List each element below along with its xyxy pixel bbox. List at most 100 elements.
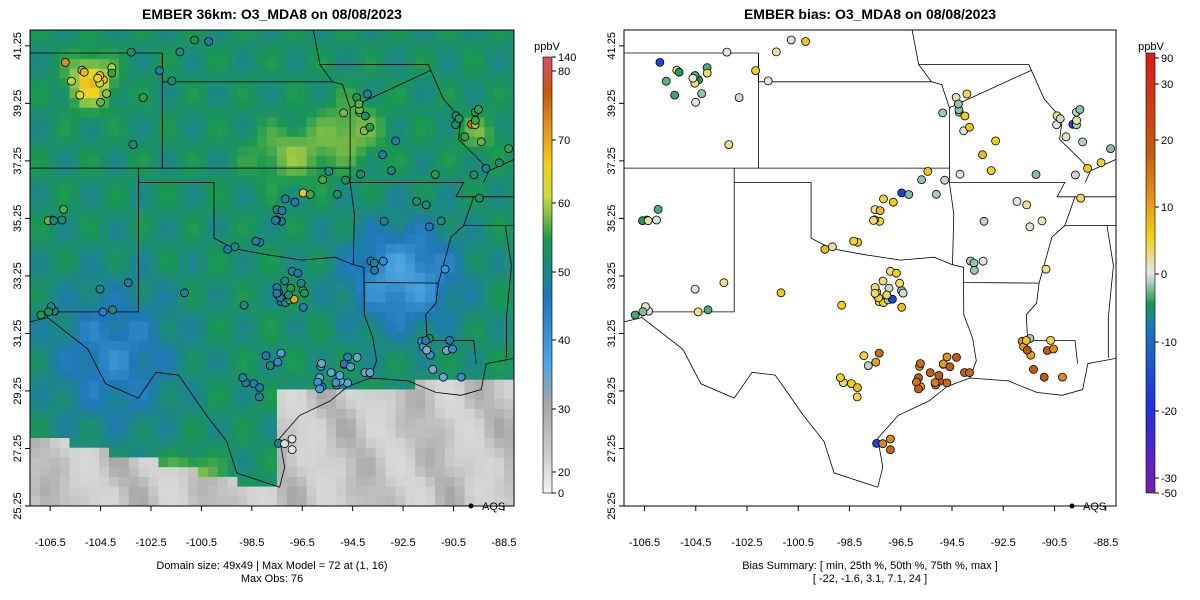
grid-cell: [168, 496, 179, 506]
grid-cell: [207, 476, 219, 487]
grid-cell: [267, 127, 278, 138]
grid-cell: [128, 59, 140, 70]
grid-cell: [375, 457, 386, 468]
grid-cell: [99, 224, 110, 235]
grid-cell: [158, 136, 169, 147]
grid-cell: [375, 389, 386, 400]
grid-cell: [69, 360, 80, 371]
grid-cell: [217, 98, 228, 109]
grid-cell: [128, 486, 140, 497]
grid-cell: [217, 302, 228, 313]
grid-cell: [276, 224, 288, 235]
bias-points: [630, 35, 1130, 455]
obs-point: [67, 76, 76, 86]
grid-cell: [286, 399, 298, 410]
grid-cell: [188, 59, 199, 70]
grid-cell: [434, 195, 446, 206]
grid-cell: [365, 379, 377, 390]
bias-point: [688, 73, 698, 83]
grid-cell: [99, 476, 110, 487]
grid-cell: [148, 253, 159, 264]
grid-cell: [118, 321, 130, 332]
grid-cell: [138, 49, 149, 60]
y-tick-label: 27.25: [12, 435, 24, 463]
grid-cell: [454, 166, 466, 177]
grid-cell: [79, 282, 90, 293]
obs-point: [280, 276, 290, 286]
obs-point: [378, 150, 388, 160]
grid-cell: [346, 166, 357, 177]
grid-cell: [128, 389, 140, 400]
grid-cell: [434, 292, 446, 303]
grid-cell: [415, 185, 426, 196]
grid-cell: [148, 88, 159, 99]
grid-cell: [484, 408, 495, 419]
state-boundary-line: [363, 282, 378, 379]
aqs-legend-label: AQS: [1083, 501, 1106, 513]
bias-point: [1041, 264, 1051, 274]
grid-cell: [267, 418, 278, 429]
grid-cell: [227, 350, 238, 361]
left-footer-maxobs: Max Obs: 76: [241, 573, 303, 585]
grid-cell: [336, 214, 347, 225]
grid-cell: [336, 136, 347, 147]
y-tick-label: 33.25: [12, 262, 24, 290]
grid-cell: [148, 350, 159, 361]
grid-cell: [99, 350, 110, 361]
grid-cell: [188, 486, 199, 497]
grid-cell: [306, 107, 317, 118]
bias-point: [1122, 142, 1130, 150]
grid-cell: [405, 447, 416, 458]
grid-cell: [444, 136, 456, 147]
grid-cell: [336, 311, 347, 322]
grid-cell: [188, 234, 199, 245]
grid-cell: [355, 282, 367, 293]
grid-cell: [59, 389, 70, 400]
grid-cell: [504, 389, 514, 400]
grid-cell: [365, 117, 377, 128]
grid-cell: [326, 243, 337, 254]
grid-cell: [188, 467, 199, 478]
grid-cell: [454, 88, 466, 99]
grid-cell: [425, 175, 436, 186]
grid-cell: [99, 30, 110, 41]
bias-point: [904, 190, 914, 199]
grid-cell: [237, 311, 248, 322]
grid-cell: [30, 195, 41, 206]
grid-cell: [178, 486, 189, 497]
grid-cell: [434, 263, 446, 274]
grid-cell: [59, 127, 70, 138]
y-tick-label: 39.25: [12, 90, 24, 118]
grid-cell: [178, 117, 189, 128]
grid-cell: [504, 311, 514, 322]
grid-cell: [128, 204, 140, 215]
grid-cell: [178, 68, 189, 79]
grid-cell: [227, 408, 238, 419]
grid-cell: [59, 263, 70, 274]
grid-cell: [365, 331, 377, 342]
grid-cell: [188, 204, 199, 215]
grid-cell: [494, 214, 505, 225]
grid-cell: [168, 428, 179, 439]
grid-cell: [504, 30, 514, 41]
grid-cell: [474, 78, 485, 89]
grid-cell: [138, 321, 149, 332]
grid-cell: [69, 438, 80, 449]
grid-cell: [355, 457, 367, 468]
grid-cell: [454, 204, 466, 215]
grid-cell: [484, 302, 495, 313]
grid-cell: [306, 234, 317, 245]
grid-cell: [30, 253, 41, 264]
grid-cell: [474, 127, 485, 138]
grid-cell: [148, 175, 159, 186]
grid-cell: [197, 350, 209, 361]
grid-cell: [395, 311, 406, 322]
grid-cell: [296, 195, 307, 206]
grid-cell: [89, 185, 100, 196]
bias-point: [1031, 170, 1041, 179]
grid-cell: [326, 175, 337, 186]
grid-cell: [484, 68, 495, 79]
grid-cell: [395, 175, 406, 186]
grid-cell: [316, 146, 327, 157]
grid-cell: [296, 39, 307, 50]
